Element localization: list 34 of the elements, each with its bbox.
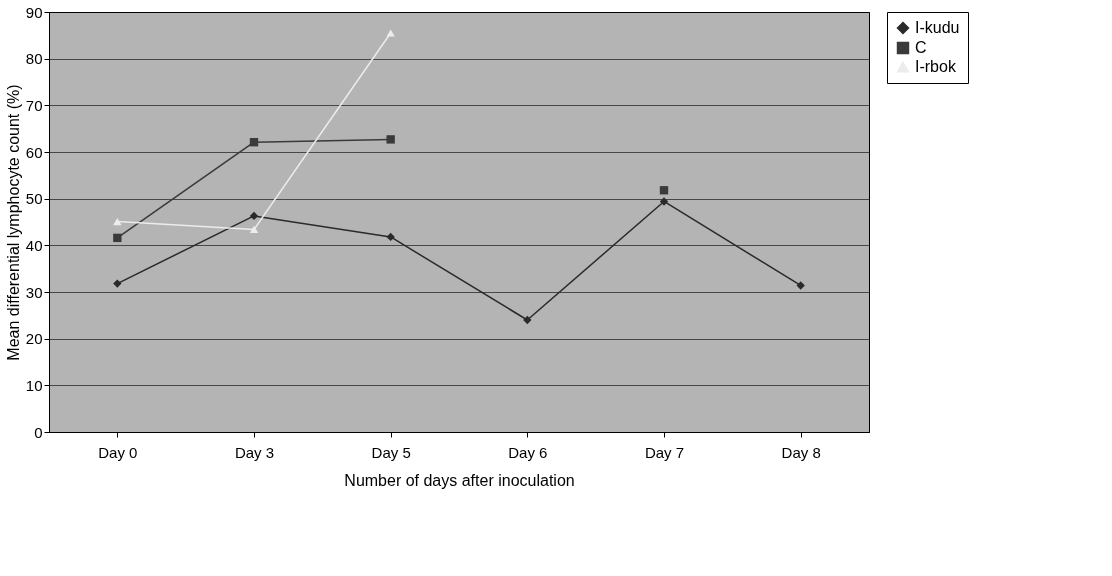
point bbox=[386, 29, 395, 37]
legend-label: I-rbok bbox=[915, 58, 957, 75]
x-tick-label: Day 6 bbox=[508, 443, 548, 461]
x-tick-label: Day 0 bbox=[98, 443, 138, 461]
legend-label: C bbox=[915, 39, 927, 56]
point bbox=[249, 211, 259, 221]
point bbox=[249, 225, 259, 234]
y-tick-label: 30 bbox=[25, 283, 43, 301]
x-tick-label: Day 5 bbox=[371, 443, 411, 461]
point bbox=[386, 232, 395, 242]
x-tick-label: Day 3 bbox=[234, 443, 275, 461]
point bbox=[386, 135, 395, 144]
point bbox=[659, 197, 669, 206]
x-tick-label: Day 8 bbox=[781, 443, 821, 461]
point bbox=[659, 186, 669, 195]
y-tick-label: 70 bbox=[25, 96, 43, 114]
y-tick-label: 90 bbox=[25, 3, 43, 21]
y-tick-label: 80 bbox=[25, 50, 43, 68]
point bbox=[249, 138, 259, 147]
y-tick-label: 10 bbox=[25, 376, 43, 394]
point bbox=[796, 281, 805, 290]
y-axis-title: Mean differential lymphocyte count (%) bbox=[4, 84, 22, 361]
x-axis-title: Number of days after inoculation bbox=[344, 471, 575, 489]
point bbox=[523, 315, 532, 325]
x-tick-label: Day 7 bbox=[644, 443, 685, 461]
y-tick-label: 50 bbox=[25, 190, 43, 208]
y-tick-label: 0 bbox=[34, 423, 43, 441]
y-tick-label: 20 bbox=[25, 330, 43, 348]
point bbox=[113, 233, 122, 243]
y-tick-label: 60 bbox=[25, 143, 43, 161]
point bbox=[113, 279, 122, 288]
point bbox=[113, 217, 122, 226]
y-tick-label: 40 bbox=[25, 236, 43, 254]
legend-label: I-kudu bbox=[915, 19, 960, 36]
